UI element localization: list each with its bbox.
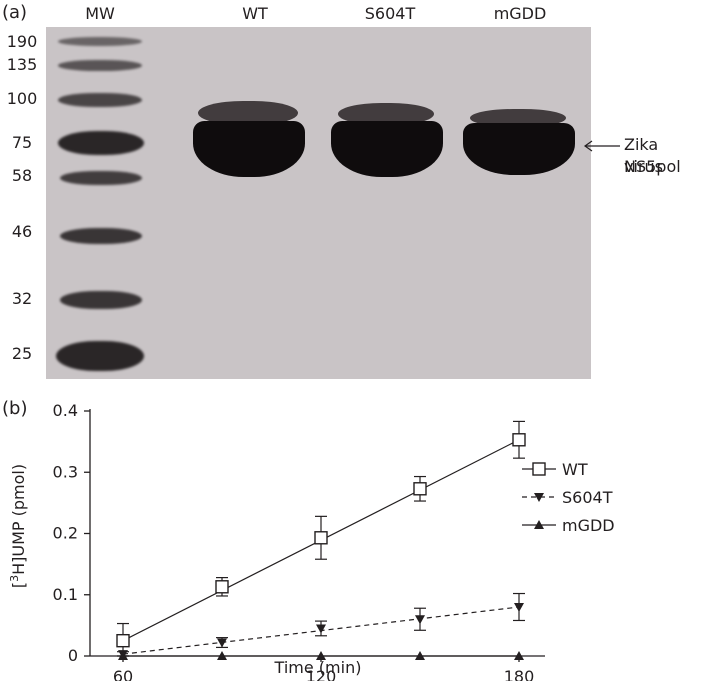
chart-series — [116, 420, 526, 660]
ladder-band — [60, 171, 142, 185]
ladder-band — [60, 291, 142, 309]
lane-header-s604t: S604T — [364, 4, 416, 23]
panel-b-label: (b) — [2, 398, 28, 419]
mw-marker-label: 100 — [6, 89, 38, 108]
data-point-mgdd — [316, 651, 326, 660]
legend-marker-mgdd — [534, 520, 544, 529]
mw-marker-label: 190 — [6, 32, 38, 51]
data-point-mgdd — [514, 651, 524, 660]
y-tick-label: 0.2 — [53, 524, 78, 543]
mw-marker-label: 58 — [11, 166, 33, 185]
data-point-mgdd — [118, 651, 128, 660]
ladder-band — [58, 60, 142, 71]
x-tick-label: 180 — [504, 667, 535, 681]
series-mgdd — [118, 651, 524, 660]
data-point-mgdd — [217, 651, 227, 660]
mgdd-band-smear — [470, 109, 566, 127]
legend-label-s604t: S604T — [562, 488, 613, 507]
legend-marker-s604t — [534, 493, 544, 502]
x-tick-label: 120 — [306, 667, 337, 681]
lane-header-mgdd: mGDD — [493, 4, 547, 23]
wt-band — [193, 121, 305, 177]
data-point-wt — [314, 531, 328, 545]
data-point-wt — [215, 580, 229, 594]
mw-marker-label: 75 — [11, 133, 33, 152]
data-point-wt — [512, 433, 526, 447]
activity-line-chart: 0 0.1 0.2 0.3 0.4 60 120 180 WT S604T mGDD Time (… — [8, 401, 615, 681]
series-s604t — [117, 592, 525, 660]
ladder-band — [56, 341, 144, 371]
ladder-band — [58, 37, 142, 46]
y-axis-label: [3H]UMP (pmol) — [8, 464, 28, 588]
panel-a-label: (a) — [2, 2, 28, 23]
ladder-band — [60, 228, 142, 244]
annotation-text-line2: NS5pol — [624, 157, 681, 176]
data-point-s604t — [514, 603, 524, 612]
gel-image — [46, 27, 591, 379]
legend-marker-wt — [532, 462, 546, 476]
y-tick-label: 0 — [68, 646, 78, 665]
y-tick-label: 0.1 — [53, 585, 78, 604]
data-point-s604t — [316, 624, 326, 634]
ladder-band — [58, 131, 144, 155]
legend-label-mgdd: mGDD — [562, 516, 615, 535]
mw-marker-label: 32 — [11, 289, 33, 308]
data-point-s604t — [415, 615, 425, 625]
data-point-s604t — [217, 638, 227, 648]
data-point-mgdd — [415, 651, 425, 660]
s604t-band-smear — [338, 103, 434, 125]
mw-marker-label: 25 — [11, 344, 33, 363]
data-point-wt — [116, 633, 130, 648]
mgdd-band — [463, 123, 575, 175]
chart-legend: WT S604T mGDD — [522, 460, 615, 535]
s604t-band — [331, 121, 443, 177]
ladder-band — [58, 93, 142, 107]
y-tick-label: 0.3 — [53, 462, 78, 481]
x-axis-label: Time (min) — [274, 658, 362, 677]
lane-header-mw: MW — [85, 4, 115, 23]
annotation-text-line1: Zika virus — [624, 135, 663, 176]
lane-header-wt: WT — [242, 4, 268, 23]
mw-marker-label: 135 — [6, 55, 38, 74]
y-tick-label: 0.4 — [53, 401, 78, 420]
x-tick-label: 60 — [113, 667, 133, 681]
data-point-wt — [413, 482, 427, 496]
mw-marker-label: 46 — [11, 222, 33, 241]
legend-label-wt: WT — [562, 460, 588, 479]
